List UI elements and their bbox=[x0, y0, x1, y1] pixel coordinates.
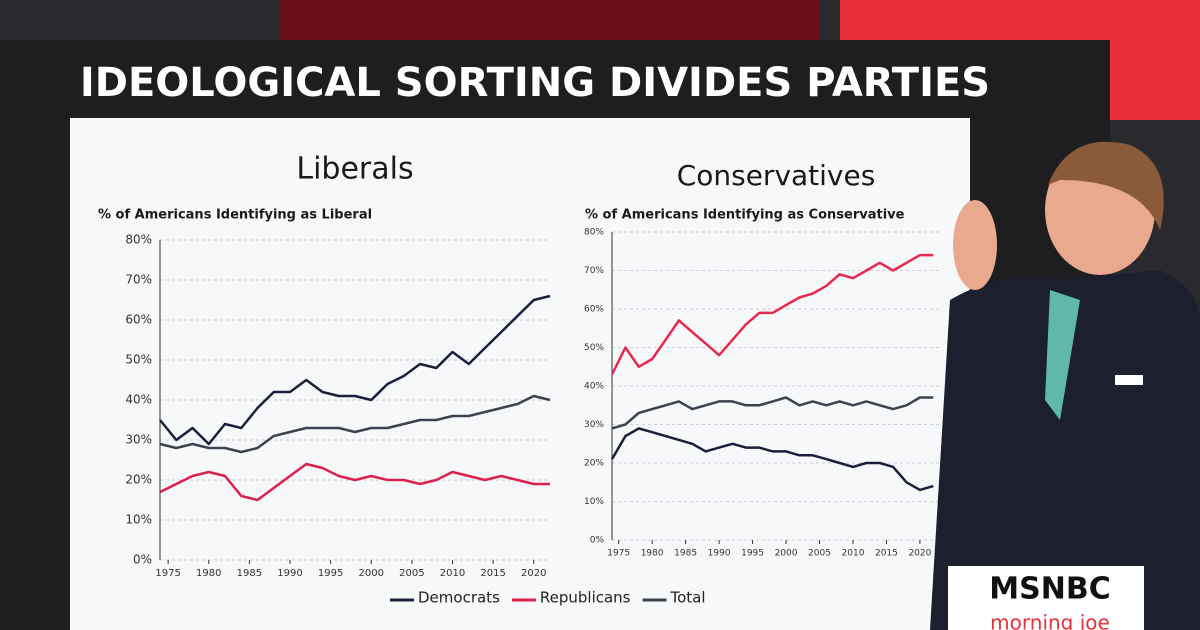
hand bbox=[953, 200, 997, 290]
x-tick-label: 2000 bbox=[775, 549, 798, 559]
x-tick-label: 1980 bbox=[196, 568, 221, 579]
x-tick-label: 1995 bbox=[741, 549, 764, 559]
logo-box bbox=[948, 566, 1144, 630]
tie bbox=[1045, 290, 1080, 420]
x-tick-label: 2005 bbox=[399, 568, 424, 579]
y-tick-label: 0% bbox=[133, 553, 152, 567]
pocket-square bbox=[1115, 375, 1143, 385]
y-tick-label: 10% bbox=[584, 497, 604, 507]
series-line bbox=[611, 396, 934, 430]
network-logo: MSNBC bbox=[989, 572, 1110, 607]
y-tick-label: 70% bbox=[125, 273, 152, 287]
y-tick-label: 40% bbox=[584, 382, 604, 392]
y-tick-label: 50% bbox=[125, 353, 152, 367]
x-tick-label: 1985 bbox=[237, 568, 262, 579]
y-tick-label: 0% bbox=[590, 536, 605, 546]
series-line bbox=[159, 462, 550, 502]
x-tick-label: 1975 bbox=[155, 568, 180, 579]
y-tick-label: 50% bbox=[584, 343, 604, 353]
x-tick-label: 2015 bbox=[875, 549, 898, 559]
presenter bbox=[930, 141, 1200, 630]
x-tick-label: 1995 bbox=[318, 568, 343, 579]
chart-subtitle: % of Americans Identifying as Liberal bbox=[98, 208, 372, 223]
y-tick-label: 10% bbox=[125, 513, 152, 527]
series-line bbox=[610, 427, 934, 492]
y-tick-label: 60% bbox=[584, 305, 604, 315]
x-tick-label: 2010 bbox=[440, 568, 465, 579]
x-tick-label: 1990 bbox=[708, 549, 731, 559]
x-tick-label: 2010 bbox=[842, 549, 865, 559]
y-tick-label: 20% bbox=[125, 473, 152, 487]
suit bbox=[930, 270, 1200, 630]
x-tick-label: 1975 bbox=[607, 549, 630, 559]
y-tick-label: 20% bbox=[584, 459, 604, 469]
y-tick-label: 40% bbox=[125, 393, 152, 407]
x-tick-label: 2020 bbox=[908, 549, 931, 559]
series-line bbox=[159, 294, 551, 446]
x-tick-label: 2015 bbox=[480, 568, 505, 579]
top-banner bbox=[280, 0, 820, 40]
y-tick-label: 30% bbox=[125, 433, 152, 447]
y-tick-label: 60% bbox=[125, 313, 152, 327]
y-tick-label: 30% bbox=[584, 420, 604, 430]
chart-title: Conservatives bbox=[677, 159, 876, 192]
chart-subtitle: % of Americans Identifying as Conservati… bbox=[585, 208, 905, 223]
x-tick-label: 1980 bbox=[641, 549, 664, 559]
chart-title: Liberals bbox=[296, 152, 413, 187]
charts: Liberals % of Americans Identifying as Li… bbox=[98, 152, 940, 607]
x-tick-label: 1985 bbox=[674, 549, 697, 559]
x-tick-label: 1990 bbox=[277, 568, 302, 579]
headline: IDEOLOGICAL SORTING DIVIDES PARTIES bbox=[80, 60, 990, 106]
hair bbox=[1048, 141, 1164, 230]
series-line bbox=[159, 394, 551, 454]
legend-label: Total bbox=[670, 589, 706, 607]
legend-label: Republicans bbox=[540, 589, 631, 607]
series-line bbox=[610, 253, 934, 376]
x-tick-label: 2000 bbox=[359, 568, 384, 579]
show-logo: morning joe bbox=[990, 611, 1110, 630]
legend-label: Democrats bbox=[418, 589, 500, 607]
y-tick-label: 80% bbox=[584, 228, 604, 238]
y-tick-label: 70% bbox=[584, 266, 604, 276]
board bbox=[70, 118, 970, 630]
y-tick-label: 80% bbox=[125, 233, 152, 247]
x-tick-label: 2005 bbox=[808, 549, 831, 559]
x-tick-label: 2020 bbox=[521, 568, 546, 579]
